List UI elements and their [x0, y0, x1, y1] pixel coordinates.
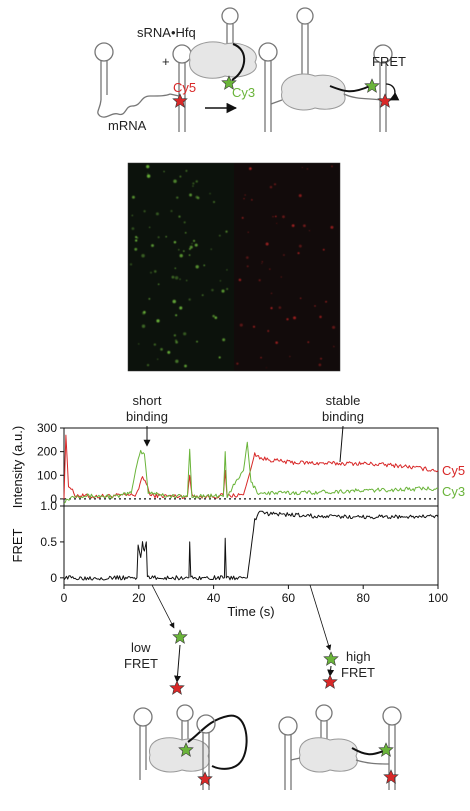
legend-cy3: Cy3 — [442, 484, 465, 499]
series-line-fret — [63, 510, 439, 581]
x-tick-label: 60 — [282, 591, 296, 605]
low-fret-complex — [133, 704, 248, 790]
y-tick-label: 1.0 — [40, 499, 57, 513]
cy5-label-top: Cy5 — [173, 80, 196, 95]
y-tick-label: 0.5 — [40, 535, 57, 549]
high-complex-cy3-icon — [378, 742, 394, 757]
y-tick-label: 100 — [37, 468, 57, 482]
stable-binding-label: stable binding — [322, 393, 364, 424]
high-complex-cy5-icon — [383, 769, 399, 784]
hfq-protein-bound-icon — [281, 73, 346, 111]
y-tick-label: 300 — [37, 421, 57, 435]
y-tick-label: 0 — [50, 492, 57, 506]
y-axis-label: FRET — [10, 528, 25, 562]
trace-panel: short binding stable binding 0100200300Int… — [10, 393, 465, 619]
high-fret-complex — [278, 704, 402, 790]
hfq-protein-low-icon — [149, 737, 210, 773]
x-tick-label: 100 — [428, 591, 448, 605]
cy3-label-top: Cy3 — [232, 85, 255, 100]
srna-hfq-label: sRNA•Hfq — [137, 25, 196, 40]
high-fret-label: high FRET — [341, 649, 375, 680]
y-axis-label: Intensity (a.u.) — [10, 426, 25, 508]
x-axis-label: Time (s) — [227, 604, 274, 619]
legend-cy5: Cy5 — [442, 463, 465, 478]
fret-transfer-arrow-icon — [385, 83, 400, 101]
low-fret-acceptor-icon — [169, 680, 185, 695]
mrna-label: mRNA — [108, 118, 147, 133]
plus-label: + — [162, 54, 170, 69]
low-fret-donor-icon — [172, 629, 188, 644]
low-fret-label: low FRET — [124, 640, 158, 671]
donor-channel — [128, 163, 234, 371]
cy3-star-bound-icon — [364, 78, 380, 93]
hfq-protein-icon — [189, 41, 257, 79]
x-tick-label: 40 — [207, 591, 221, 605]
series-line-cy3 — [63, 441, 439, 504]
fret-plot: 0 0.5 1.0 0 20 40 60 80 100 Time (s) FRET — [10, 499, 448, 619]
x-tick-label: 80 — [357, 591, 371, 605]
y-tick-label: 200 — [37, 445, 57, 459]
high-fret-donor-icon — [323, 651, 339, 666]
fret-label-top: FRET — [372, 54, 406, 69]
tirf-image — [127, 162, 341, 372]
bound-complex — [258, 7, 400, 132]
intensity-plot: 0 100 200 300 Intensity (a.u.) — [10, 421, 439, 508]
high-fret-acceptor-icon — [322, 674, 338, 689]
hfq-protein-high-icon — [299, 737, 358, 773]
short-binding-label: short binding — [126, 393, 168, 424]
acceptor-channel — [234, 163, 340, 371]
top-schematic: mRNA Cy5 sRNA•Hfq + Cy3 FRET — [94, 7, 406, 133]
x-tick-label: 0 — [61, 591, 68, 605]
low-complex-cy5-icon — [197, 771, 213, 786]
x-tick-label: 20 — [132, 591, 146, 605]
y-tick-label: 0 — [50, 571, 57, 585]
bottom-schematics: low FRET high FRET — [124, 584, 402, 790]
